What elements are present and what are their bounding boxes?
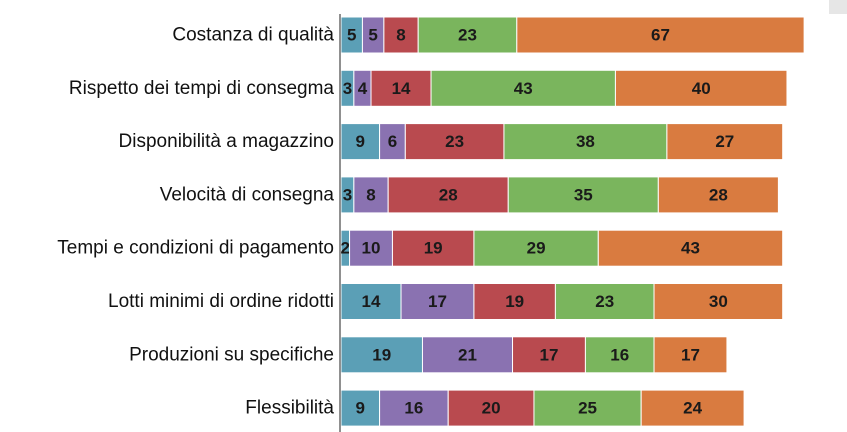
- bar-segment: [387, 176, 509, 214]
- value-label: 23: [458, 26, 477, 45]
- value-label: 43: [514, 79, 533, 98]
- category-label: Tempi e condizioni di pagamento: [57, 238, 334, 259]
- bar-segment: [430, 69, 616, 107]
- value-label: 30: [709, 292, 728, 311]
- value-label: 28: [709, 185, 728, 204]
- bar-segment: [584, 336, 655, 374]
- value-label: 8: [396, 26, 405, 45]
- value-label: 28: [439, 185, 458, 204]
- category-label: Velocità di consegna: [160, 184, 335, 205]
- value-label: 38: [576, 132, 595, 151]
- value-label: 23: [595, 292, 614, 311]
- bar-segment: [349, 229, 393, 267]
- value-label: 3: [343, 79, 352, 98]
- value-label: 3: [343, 185, 352, 204]
- category-label: Flessibilità: [245, 398, 334, 419]
- value-label: 14: [362, 292, 381, 311]
- bar-segment: [340, 283, 402, 320]
- value-label: 21: [458, 345, 477, 364]
- value-label: 17: [540, 345, 559, 364]
- bar-segment: [507, 176, 659, 214]
- value-label: 14: [392, 79, 411, 98]
- value-label: 20: [482, 399, 501, 418]
- bar-segment: [640, 389, 745, 427]
- bar-segment: [340, 336, 423, 374]
- value-label: 19: [505, 292, 524, 311]
- bar-segment: [370, 69, 432, 107]
- value-label: 10: [362, 239, 381, 258]
- bar-segment: [516, 16, 805, 54]
- value-label: 67: [651, 26, 670, 45]
- category-label: Rispetto dei tempi di consegma: [69, 78, 335, 99]
- value-label: 5: [368, 26, 377, 45]
- category-label: Lotti minimi di ordine ridotti: [108, 291, 334, 312]
- category-label: Disponibilità a magazzino: [119, 131, 334, 152]
- value-label: 19: [424, 239, 443, 258]
- value-label: 9: [356, 399, 365, 418]
- bar-segment: [653, 336, 728, 374]
- bar-segment: [417, 16, 518, 54]
- value-label: 16: [404, 399, 423, 418]
- bar-segment: [554, 283, 655, 320]
- value-label: 23: [445, 132, 464, 151]
- value-label: 24: [683, 399, 702, 418]
- bar-segment: [653, 283, 784, 320]
- value-label: 27: [715, 132, 734, 151]
- value-label: 5: [347, 26, 356, 45]
- bar-segment: [383, 16, 419, 54]
- corner-tab: [829, 0, 847, 14]
- bar-segment: [503, 123, 668, 161]
- category-label: Costanza di qualità: [172, 25, 334, 46]
- value-label: 19: [372, 345, 391, 364]
- bar-segment: [666, 123, 784, 161]
- value-label: 6: [388, 132, 397, 151]
- value-label: 25: [578, 399, 597, 418]
- bar-segment: [421, 336, 514, 374]
- bar-segment: [473, 283, 556, 320]
- bar-segment: [340, 123, 381, 161]
- value-label: 8: [366, 185, 375, 204]
- value-label: 40: [692, 79, 711, 98]
- bar-segment: [340, 389, 381, 427]
- bar-segment: [657, 176, 779, 214]
- category-label: Produzioni su specifiche: [129, 344, 334, 365]
- value-label: 2: [341, 239, 350, 258]
- bar-segment: [379, 389, 449, 427]
- bar-segment: [614, 69, 788, 107]
- bar-segment: [597, 229, 784, 267]
- value-label: 17: [681, 345, 700, 364]
- bar-segment: [404, 123, 505, 161]
- value-label: 29: [527, 239, 546, 258]
- bar-segment: [400, 283, 475, 320]
- bar-segment: [447, 389, 535, 427]
- value-label: 4: [358, 79, 368, 98]
- bar-segment: [391, 229, 475, 267]
- value-label: 43: [681, 239, 700, 258]
- value-label: 17: [428, 292, 447, 311]
- value-label: 16: [610, 345, 629, 364]
- value-label: 9: [356, 132, 365, 151]
- bar-segment: [353, 176, 389, 214]
- value-label: 35: [574, 185, 593, 204]
